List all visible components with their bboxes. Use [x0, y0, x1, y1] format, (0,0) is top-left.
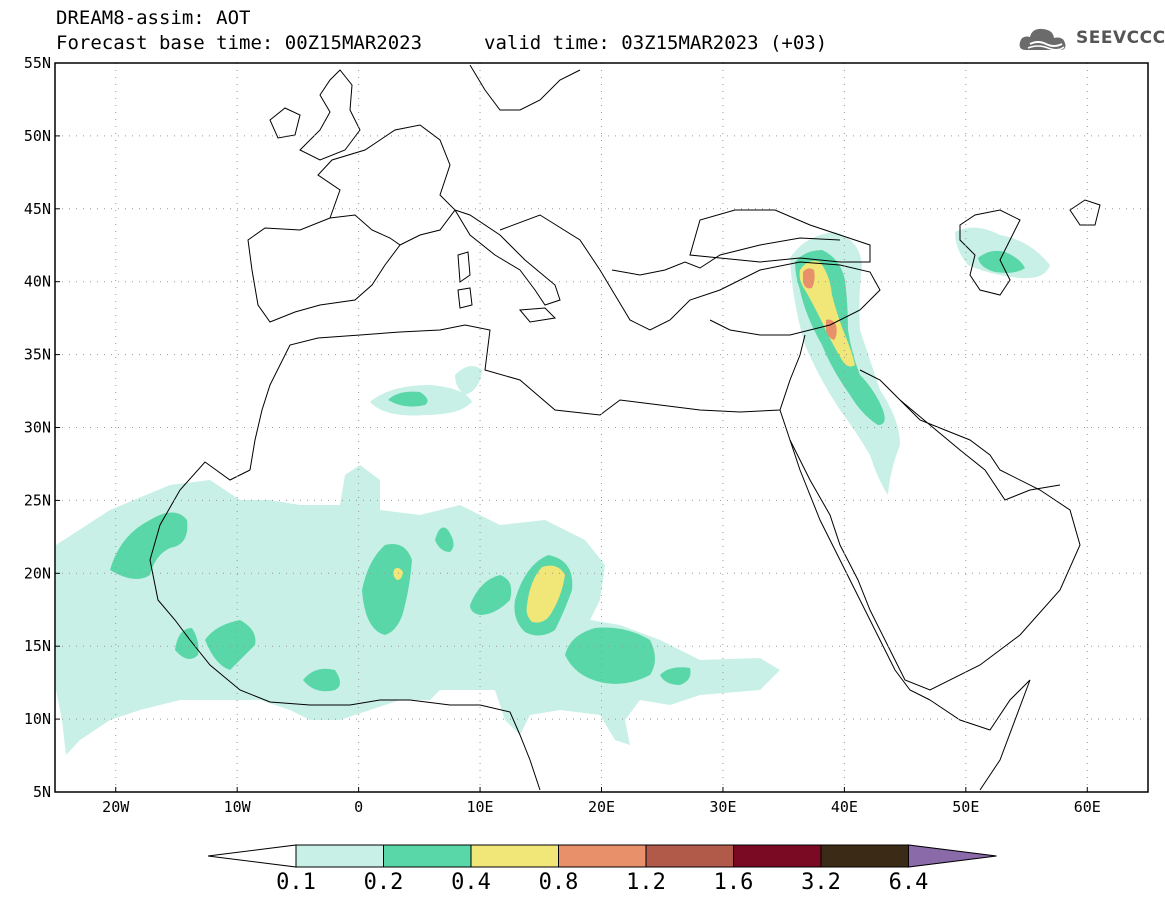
coastlines: [149, 64, 1101, 791]
lon-tick-label: 40E: [831, 798, 858, 816]
logo-text: SEEVCCC: [1076, 28, 1165, 48]
colorbar-under-arrow: [207, 844, 297, 868]
colorbar-swatch: [295, 844, 384, 868]
lat-tick-label: 35N: [24, 346, 51, 364]
map-grid: [55, 63, 1148, 792]
colorbar-over-arrow: [908, 844, 997, 868]
colorbar-swatch: [470, 844, 559, 868]
aot-field: [56, 227, 1050, 755]
lat-tick-label: 45N: [24, 200, 51, 218]
colorbar-swatch: [558, 844, 647, 868]
lon-tick-label: 10E: [467, 798, 494, 816]
lon-tick-label: 50E: [952, 798, 979, 816]
longitude-axis: 20W 10W 0 10E 20E 30E 40E 50E 60E: [102, 787, 1101, 816]
latitude-axis: 5N 10N 15N 20N 25N 30N 35N 40N 45N 50N 55N: [24, 54, 60, 801]
lat-tick-label: 30N: [24, 419, 51, 437]
colorbar-level-label: 1.2: [626, 870, 666, 895]
lat-tick-label: 55N: [24, 54, 51, 72]
colorbar: 0.1 0.2 0.4 0.8 1.2 1.6 3.2 6.4: [207, 844, 997, 895]
lat-tick-label: 25N: [24, 491, 51, 509]
lon-tick-label: 60E: [1074, 798, 1101, 816]
colorbar-level-label: 1.6: [714, 870, 754, 895]
colorbar-level-label: 0.2: [364, 870, 404, 895]
colorbar-swatch: [645, 844, 734, 868]
lat-tick-label: 20N: [24, 564, 51, 582]
aot-level-0.4: [393, 261, 855, 623]
lon-tick-label: 0: [354, 798, 363, 816]
colorbar-level-label: 6.4: [889, 870, 929, 895]
colorbar-swatch: [733, 844, 822, 868]
lat-tick-label: 10N: [24, 710, 51, 728]
lon-tick-label: 10W: [224, 798, 252, 816]
aot-level-0.1: [56, 227, 1050, 755]
colorbar-swatch: [383, 844, 472, 868]
cloud-logo-icon: [1019, 28, 1066, 51]
seevccc-logo: SEEVCCC: [1016, 22, 1165, 58]
lat-tick-label: 50N: [24, 127, 51, 145]
lon-tick-label: 30E: [709, 798, 736, 816]
lat-tick-label: 15N: [24, 637, 51, 655]
forecast-base-time: Forecast base time: 00Z15MAR2023: [56, 32, 423, 54]
colorbar-level-label: 0.8: [539, 870, 579, 895]
colorbar-swatch: [820, 844, 909, 868]
lon-tick-label: 20W: [102, 798, 130, 816]
lon-tick-label: 20E: [588, 798, 615, 816]
colorbar-level-label: 0.4: [451, 870, 491, 895]
colorbar-level-label: 0.1: [276, 870, 316, 895]
lat-tick-label: 5N: [33, 783, 51, 801]
map-title: DREAM8-assim: AOT: [56, 7, 251, 29]
valid-time: valid time: 03Z15MAR2023 (+03): [484, 32, 828, 54]
aot-level-0.8: [803, 268, 837, 340]
lat-tick-label: 40N: [24, 273, 51, 291]
colorbar-level-label: 3.2: [801, 870, 841, 895]
